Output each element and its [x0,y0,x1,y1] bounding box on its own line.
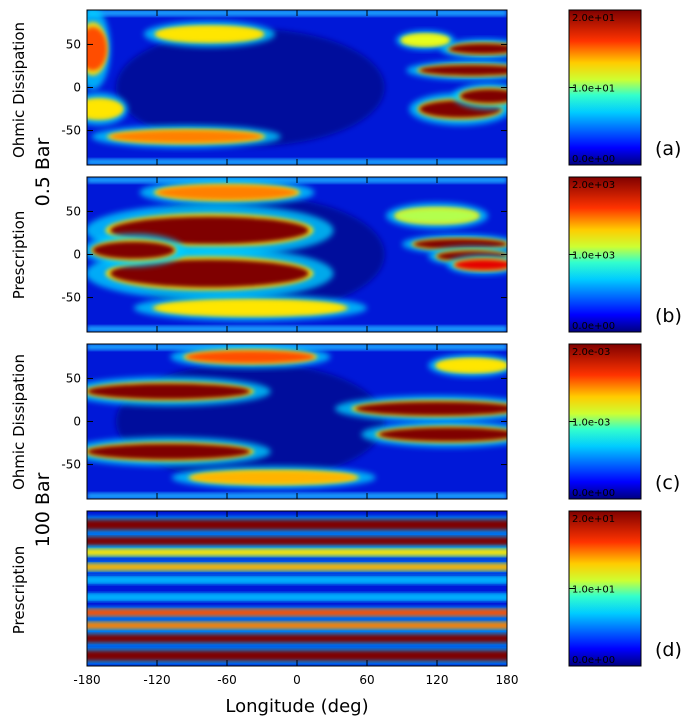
heatmap-band [87,594,507,600]
colorbar-tick-label: 2.0e-03 [572,347,610,358]
x-tick-label: -180 [73,673,100,687]
y-tick-label: -50 [61,124,81,138]
row-label-prescription-top: Prescription [10,211,28,300]
heatmap-band [87,650,507,661]
panel-0: -50 0 50 0.0e+00 1.0e+01 2.0e+01 (a) [61,9,681,166]
heatmap-feature [419,65,507,76]
y-tick-label: -50 [61,291,81,305]
x-tick-label: -120 [143,673,170,687]
heatmap-feature [87,443,251,460]
heatmap-feature [460,89,507,103]
y-tick-label: 0 [73,415,81,429]
heatmap-feature [157,27,262,41]
x-axis-title: Longitude (deg) [225,696,368,717]
heatmap-feature [413,239,507,250]
row-label-prescription-bottom: Prescription [10,546,28,635]
heatmap-field [87,516,507,664]
colorbar [568,343,642,500]
heatmap-feature [157,185,297,200]
panel-letter: (b) [655,305,682,327]
heatmap-feature [355,401,507,416]
heatmap-band [87,519,507,530]
y-tick-label: 0 [73,81,81,95]
heatmap-feature [186,350,315,363]
colorbar-tick-label: 2.0e+01 [572,13,615,24]
colorbar-tick-label: 0.0e+00 [572,655,615,666]
heatmap-feature [402,34,449,46]
colorbar [568,9,642,166]
panels: -50 0 50 0.0e+00 1.0e+01 2.0e+01 (a) -50 0 50 0.0e… [61,9,682,687]
heatmap-feature [437,359,507,372]
heatmap-feature [192,471,356,484]
heatmap-feature [448,43,507,54]
heatmap-feature [92,241,175,259]
heatmap-feature [110,259,309,288]
x-tick-label: 0 [293,673,301,687]
heatmap-band [87,536,507,546]
row-label-bar-bottom: 100 Bar [32,472,54,547]
heatmap-feature [378,427,507,442]
heatmap-band [87,634,507,643]
y-tick-label: 50 [66,371,81,385]
heatmap-feature [87,383,251,400]
row-label-bar-top: 0.5 Bar [32,137,54,206]
heatmap-feature [87,27,107,71]
heatmap-feature [157,301,344,315]
panel-1: -50 0 50 0.0e+00 1.0e+03 2.0e+03 (b) [61,176,682,333]
colorbar-tick-label: 0.0e+00 [572,154,615,165]
panel-2: -50 0 50 0.0e+00 1.0e-03 2.0e-03 (c) [61,343,680,500]
colorbar-tick-label: 2.0e+01 [572,514,615,525]
x-tick-label: -60 [217,673,237,687]
panel-letter: (c) [655,472,680,494]
heatmap-band [87,622,507,629]
heatmap-band [87,548,507,556]
colorbar-tick-label: 1.0e-03 [572,418,610,429]
colorbar-tick-label: 0.0e+00 [572,321,615,332]
colorbar-tick-label: 0.0e+00 [572,488,615,499]
x-tick-label: 120 [426,673,449,687]
heatmap-band [87,609,507,617]
x-tick-label: 60 [359,673,374,687]
heatmap-band [87,577,507,583]
colorbar-tick-label: 1.0e+01 [572,84,615,95]
y-tick-label: 50 [66,204,81,218]
y-tick-label: -50 [61,458,81,472]
y-tick-label: 0 [73,248,81,262]
colorbar [568,176,642,333]
heatmap-band [87,563,507,571]
y-tick-label: 50 [66,37,81,51]
x-tick-label: 180 [496,673,519,687]
heatmap-feature [110,130,262,143]
heatmap-feature [454,259,507,270]
panel-letter: (a) [655,138,681,160]
panel-letter: (d) [655,639,682,661]
row-label-ohmic-bottom: Ohmic Dissipation [10,354,28,490]
heatmap-feature [396,208,478,223]
colorbar-tick-label: 1.0e+01 [572,585,615,596]
heatmap-feature [87,100,122,118]
heatmap-low-region [115,28,385,147]
colorbar-tick-label: 1.0e+03 [572,251,615,262]
colorbar [568,510,642,667]
panel-3: -180 -120 -60 0 60 120 180 0.0e+00 1.0e+01 2.0e+0… [73,510,682,687]
row-label-ohmic-top: Ohmic Dissipation [10,22,28,158]
colorbar-tick-label: 2.0e+03 [572,180,615,191]
